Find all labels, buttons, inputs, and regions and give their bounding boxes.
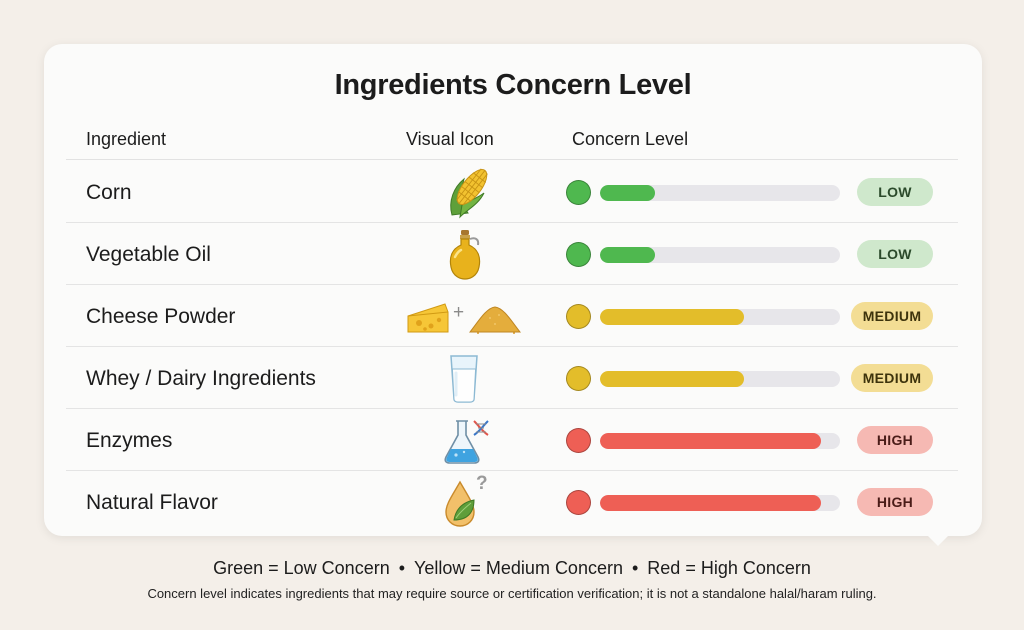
concern-dot: [566, 304, 591, 329]
concern-bar-fill: [600, 309, 744, 325]
concern-bar-fill: [600, 495, 821, 511]
ingredient-table: Corn LOW Vegetable Oil: [66, 161, 958, 533]
table-row: Cheese Powder + MEDIUM: [66, 285, 958, 347]
oil-bottle-icon: [402, 227, 522, 281]
concern-dot: [566, 428, 591, 453]
legend-green: Green = Low Concern: [213, 558, 390, 578]
cheese-powder-icon: +: [402, 289, 522, 343]
legend-separator: •: [631, 558, 639, 578]
concern-bar-track: [600, 309, 840, 325]
legend-separator: •: [398, 558, 406, 578]
column-header-concern: Concern Level: [572, 129, 689, 149]
ingredient-name: Enzymes: [86, 429, 173, 452]
table-header: Ingredient Visual Icon Concern Level: [66, 126, 958, 160]
column-header-icon: Visual Icon: [406, 129, 494, 149]
concern-bar-fill: [600, 433, 821, 449]
concern-bar-fill: [600, 185, 655, 201]
legend-yellow: Yellow = Medium Concern: [414, 558, 623, 578]
concern-bar-fill: [600, 247, 655, 263]
table-row: Enzymes HIGH: [66, 409, 958, 471]
concern-badge: MEDIUM: [851, 364, 933, 392]
ingredient-name: Whey / Dairy Ingredients: [86, 367, 316, 390]
concern-bar-track: [600, 371, 840, 387]
disclaimer-note: Concern level indicates ingredients that…: [147, 586, 877, 601]
concern-badge: HIGH: [857, 488, 933, 516]
card-notch: [928, 536, 948, 546]
question-mark-icon: ?: [476, 473, 488, 494]
concern-bar-track: [600, 433, 840, 449]
flask-dna-icon: [402, 413, 522, 467]
corn-icon: [402, 165, 522, 219]
concern-dot: [566, 490, 591, 515]
concern-badge: MEDIUM: [851, 302, 933, 330]
legend-red: Red = High Concern: [647, 558, 811, 578]
concern-bar-track: [600, 185, 840, 201]
table-row: Corn LOW: [66, 161, 958, 223]
color-legend: Green = Low Concern • Yellow = Medium Conc…: [0, 558, 1024, 579]
milk-glass-icon: [402, 351, 522, 405]
ingredient-name: Corn: [86, 181, 132, 204]
ingredient-name: Cheese Powder: [86, 305, 236, 328]
concern-bar-fill: [600, 371, 744, 387]
concern-badge: LOW: [857, 178, 933, 206]
concern-dot: [566, 366, 591, 391]
concern-bar-track: [600, 495, 840, 511]
column-header-ingredient: Ingredient: [86, 129, 167, 149]
concern-bar-track: [600, 247, 840, 263]
table-row: Vegetable Oil LOW: [66, 223, 958, 285]
icon-plus-sign: +: [453, 302, 465, 323]
ingredient-name: Natural Flavor: [86, 491, 218, 514]
page-title: Ingredients Concern Level: [334, 69, 692, 101]
concern-card: Ingredients Concern Level Ingredient Vis…: [44, 44, 982, 546]
concern-dot: [566, 242, 591, 267]
concern-dot: [566, 180, 591, 205]
flavor-drop-leaf-icon: ?: [402, 473, 522, 529]
table-row: Natural Flavor ? HIGH: [66, 471, 958, 533]
concern-badge: LOW: [857, 240, 933, 268]
table-row: Whey / Dairy Ingredients MEDIUM: [66, 347, 958, 409]
concern-badge: HIGH: [857, 426, 933, 454]
ingredient-name: Vegetable Oil: [86, 243, 211, 266]
